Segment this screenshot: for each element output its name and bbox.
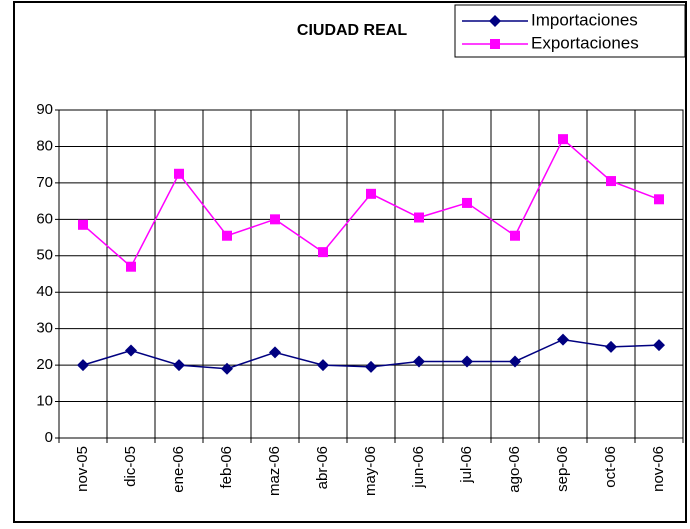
y-tick-label: 70 bbox=[36, 174, 53, 191]
legend-label: Importaciones bbox=[531, 10, 638, 29]
series-line bbox=[82, 137, 660, 268]
x-tick-label: dic-05 bbox=[122, 446, 139, 487]
x-tick-label: nov-05 bbox=[74, 446, 91, 492]
x-tick-label: jul-06 bbox=[458, 446, 475, 484]
x-tick-label: nov-06 bbox=[650, 446, 667, 492]
marker bbox=[77, 359, 89, 372]
marker bbox=[606, 176, 616, 187]
y-tick-label: 40 bbox=[36, 283, 53, 300]
marker bbox=[490, 39, 500, 49]
x-tick-label: jun-06 bbox=[410, 446, 427, 489]
y-tick-label: 30 bbox=[36, 320, 53, 337]
y-tick-label: 80 bbox=[36, 137, 53, 154]
x-tick-label: sep-06 bbox=[554, 446, 571, 492]
x-tick-label: ene-06 bbox=[170, 446, 187, 493]
marker bbox=[221, 362, 233, 375]
marker bbox=[222, 230, 232, 241]
marker bbox=[462, 197, 472, 208]
x-tick-label: ago-06 bbox=[506, 446, 523, 493]
y-tick-label: 10 bbox=[36, 393, 53, 410]
frame bbox=[13, 1, 687, 523]
chart-title: CIUDAD REAL bbox=[297, 22, 407, 39]
marker bbox=[654, 194, 664, 205]
marker bbox=[126, 261, 136, 272]
y-tick-label: 60 bbox=[36, 210, 53, 227]
marker bbox=[605, 340, 617, 353]
legend-label: Exportaciones bbox=[531, 33, 639, 52]
marker bbox=[510, 230, 520, 241]
marker bbox=[173, 359, 185, 372]
marker bbox=[489, 15, 501, 27]
x-tick-label: abr-06 bbox=[314, 446, 331, 489]
marker bbox=[461, 355, 473, 368]
x-tick-label: oct-06 bbox=[602, 446, 619, 488]
y-tick-label: 90 bbox=[36, 101, 53, 118]
x-tick-label: may-06 bbox=[362, 446, 379, 496]
marker bbox=[318, 247, 328, 258]
x-tick-label: feb-06 bbox=[218, 446, 235, 489]
marker bbox=[413, 355, 425, 368]
x-tick-label: maz-06 bbox=[266, 446, 283, 496]
marker bbox=[125, 344, 137, 357]
y-tick-label: 50 bbox=[36, 247, 53, 264]
marker bbox=[174, 168, 184, 179]
marker bbox=[509, 355, 521, 368]
marker bbox=[557, 333, 569, 346]
marker bbox=[270, 214, 280, 225]
marker bbox=[653, 339, 665, 352]
marker bbox=[558, 134, 568, 145]
marker bbox=[414, 212, 424, 223]
marker bbox=[366, 188, 376, 199]
marker bbox=[269, 346, 281, 359]
marker bbox=[78, 219, 88, 230]
plot-border bbox=[58, 109, 684, 439]
y-tick-label: 20 bbox=[36, 356, 53, 373]
marker bbox=[317, 359, 329, 372]
marker bbox=[365, 360, 377, 373]
y-tick-label: 0 bbox=[45, 429, 53, 446]
